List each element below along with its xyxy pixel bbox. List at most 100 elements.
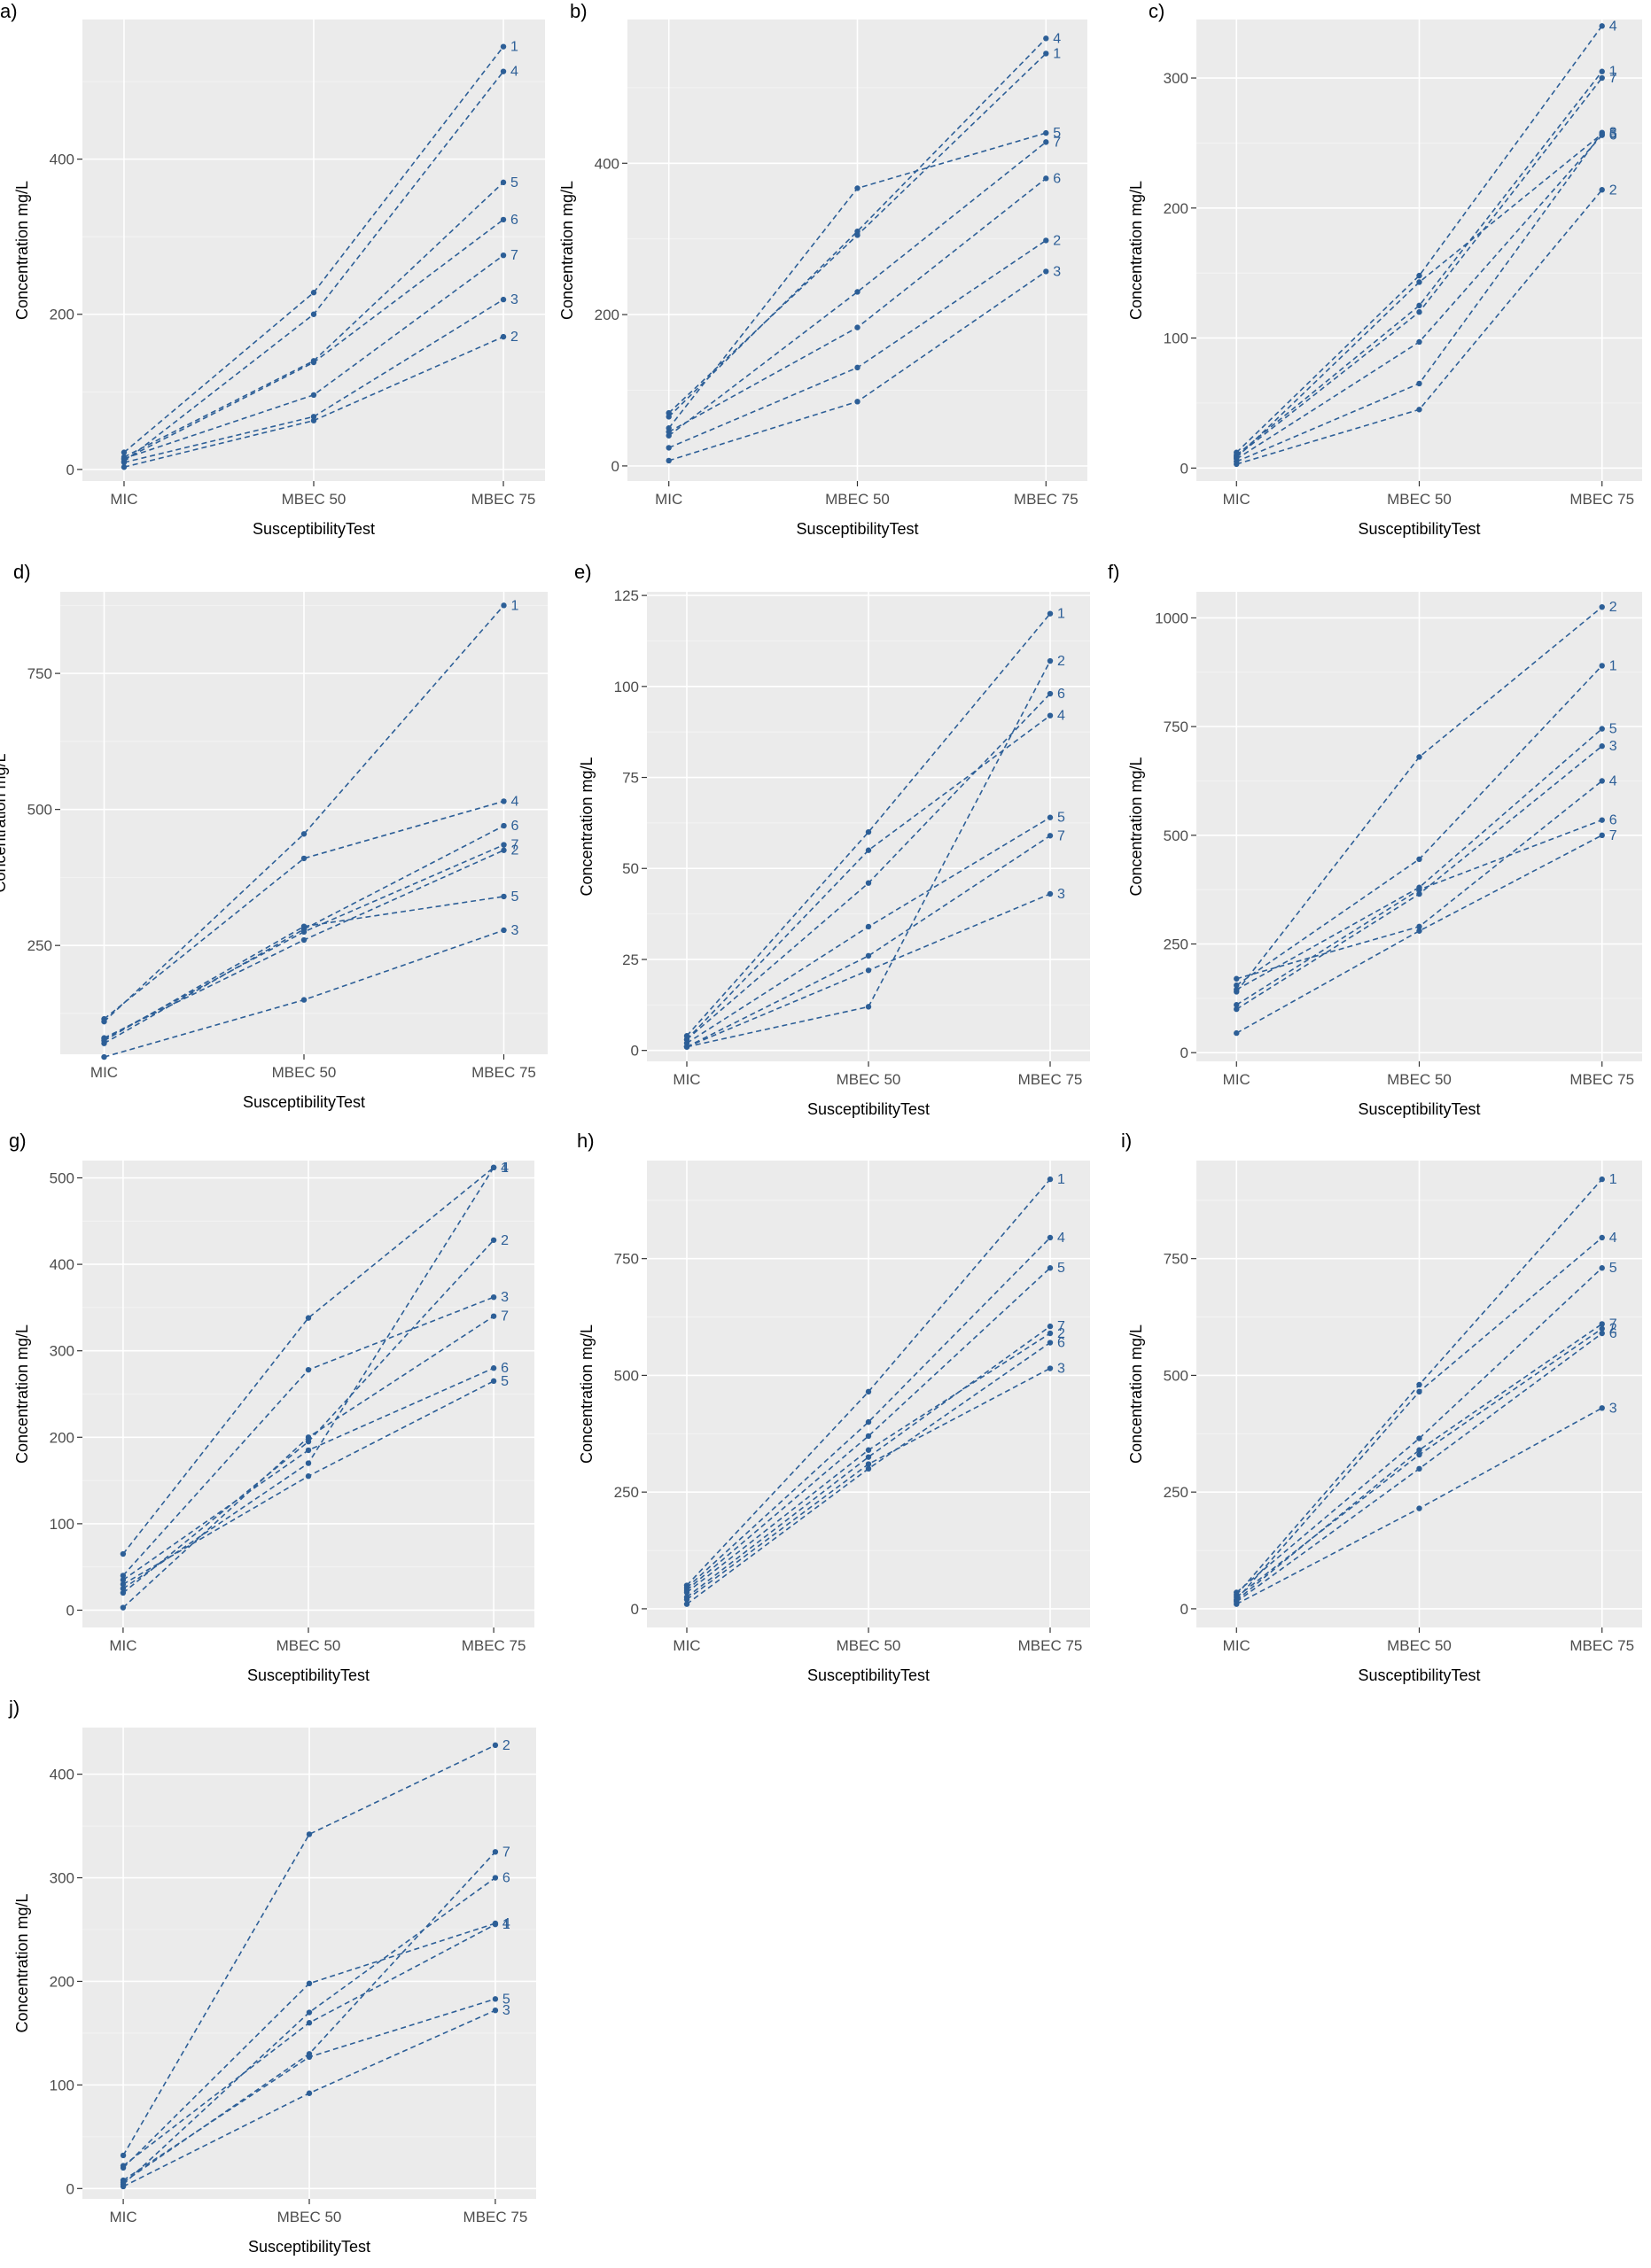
x-tick-label: MBEC 50 <box>1387 491 1452 508</box>
data-point <box>501 847 507 853</box>
chart-panel-6: 0 250 500 750 1000 MIC MBEC 50 MBEC 75 Susceptib… <box>1127 592 1642 1118</box>
x-tick-label: MIC <box>109 2209 136 2225</box>
data-point <box>310 290 317 296</box>
x-tick-label: MBEC 75 <box>1014 491 1079 508</box>
panel-label: i) <box>1121 1130 1133 1152</box>
x-tick-label: MBEC 50 <box>837 1637 901 1654</box>
y-tick-label: 50 <box>622 860 639 877</box>
data-point <box>501 893 507 900</box>
x-tick-label: MIC <box>655 491 682 508</box>
data-point <box>1416 1388 1422 1395</box>
panel-label: g) <box>9 1130 27 1152</box>
y-axis-title: Concentration mg/L <box>0 753 9 892</box>
series-label: 6 <box>1053 171 1061 186</box>
data-point <box>490 1365 497 1371</box>
y-axis-title: Concentration mg/L <box>13 1893 31 2032</box>
data-point <box>306 1980 313 1986</box>
data-point <box>1416 380 1422 387</box>
data-point <box>865 1433 872 1440</box>
data-point <box>101 1040 107 1046</box>
series-label: 4 <box>1609 19 1617 34</box>
data-point <box>854 185 861 191</box>
y-tick-label: 100 <box>614 679 639 695</box>
series-label: 6 <box>1609 1326 1617 1341</box>
data-point <box>501 842 507 848</box>
x-tick-label: MIC <box>1223 491 1250 508</box>
x-tick-label: MBEC 75 <box>471 491 536 508</box>
series-label: 7 <box>510 248 518 263</box>
y-tick-label: 400 <box>50 1767 74 1783</box>
data-point <box>1599 1325 1605 1332</box>
y-tick-label: 0 <box>1180 460 1188 477</box>
chart-panel-1: 0 200 400 MIC MBEC 50 MBEC 75 SusceptibilityTe… <box>13 19 545 538</box>
data-point <box>1416 1465 1422 1472</box>
data-point <box>305 1366 312 1373</box>
x-axis-title: SusceptibilityTest <box>247 1666 370 1684</box>
data-point <box>492 1875 499 1881</box>
data-point <box>306 1831 313 1837</box>
data-point <box>492 1920 499 1927</box>
data-point <box>500 43 507 50</box>
data-point <box>101 1015 107 1022</box>
data-point <box>1416 338 1422 346</box>
y-tick-label: 250 <box>27 937 52 954</box>
series-label: 1 <box>1609 658 1617 673</box>
data-point <box>310 414 317 420</box>
series-line-1 <box>122 1167 495 1555</box>
y-axis-title: Concentration mg/L <box>578 1324 596 1464</box>
data-point <box>683 1601 690 1607</box>
series-label: 4 <box>501 1161 509 1176</box>
series-line-7 <box>1235 1323 1603 1602</box>
series-label: 6 <box>1057 687 1065 702</box>
y-axis-title: Concentration mg/L <box>13 181 31 320</box>
data-point <box>1416 1435 1422 1441</box>
x-axis-title: SusceptibilityTest <box>796 520 918 538</box>
data-point <box>310 417 317 423</box>
series-label: 7 <box>1057 828 1065 843</box>
data-point <box>1599 743 1605 750</box>
series-label: 2 <box>1609 183 1617 198</box>
y-tick-label: 750 <box>27 665 52 682</box>
data-point <box>121 455 128 462</box>
data-point <box>120 1604 127 1611</box>
series-label: 6 <box>501 1361 509 1376</box>
y-tick-label: 250 <box>1164 1484 1188 1501</box>
data-point <box>1599 1321 1605 1327</box>
series-label: 5 <box>1057 1261 1065 1276</box>
y-tick-label: 500 <box>1164 1367 1188 1384</box>
y-tick-label: 0 <box>66 1602 74 1619</box>
data-point <box>865 923 872 930</box>
data-point <box>501 927 507 934</box>
y-tick-label: 250 <box>614 1484 639 1501</box>
data-point <box>1416 272 1422 279</box>
data-point <box>1599 726 1605 732</box>
panel-label: b) <box>570 0 588 22</box>
y-tick-label: 500 <box>50 1170 74 1187</box>
data-point <box>1234 1006 1240 1013</box>
data-point <box>305 1460 312 1466</box>
chart-panel-3: 0 100 200 300 MIC MBEC 50 MBEC 75 Susceptibilit… <box>1127 19 1642 538</box>
y-axis-title: Concentration mg/L <box>1127 181 1145 320</box>
data-point <box>1047 1234 1054 1241</box>
series-label: 2 <box>510 330 518 345</box>
data-point <box>120 1550 127 1557</box>
data-point <box>1416 923 1422 930</box>
data-point <box>1599 832 1605 839</box>
x-tick-label: MIC <box>109 1637 136 1654</box>
data-point <box>1234 1597 1240 1604</box>
series-line-5 <box>123 182 504 458</box>
y-tick-label: 300 <box>50 1870 74 1887</box>
data-point <box>305 1438 312 1445</box>
data-point <box>1416 754 1422 760</box>
data-point <box>1043 35 1049 42</box>
series-line-4 <box>686 1237 1051 1588</box>
data-point <box>1599 1330 1605 1337</box>
data-point <box>865 1004 872 1010</box>
data-point <box>120 2152 127 2159</box>
data-point <box>854 228 861 235</box>
x-tick-label: MIC <box>1223 1071 1250 1088</box>
y-tick-label: 75 <box>622 770 639 787</box>
data-point <box>1234 453 1240 460</box>
y-tick-label: 100 <box>50 1516 74 1533</box>
